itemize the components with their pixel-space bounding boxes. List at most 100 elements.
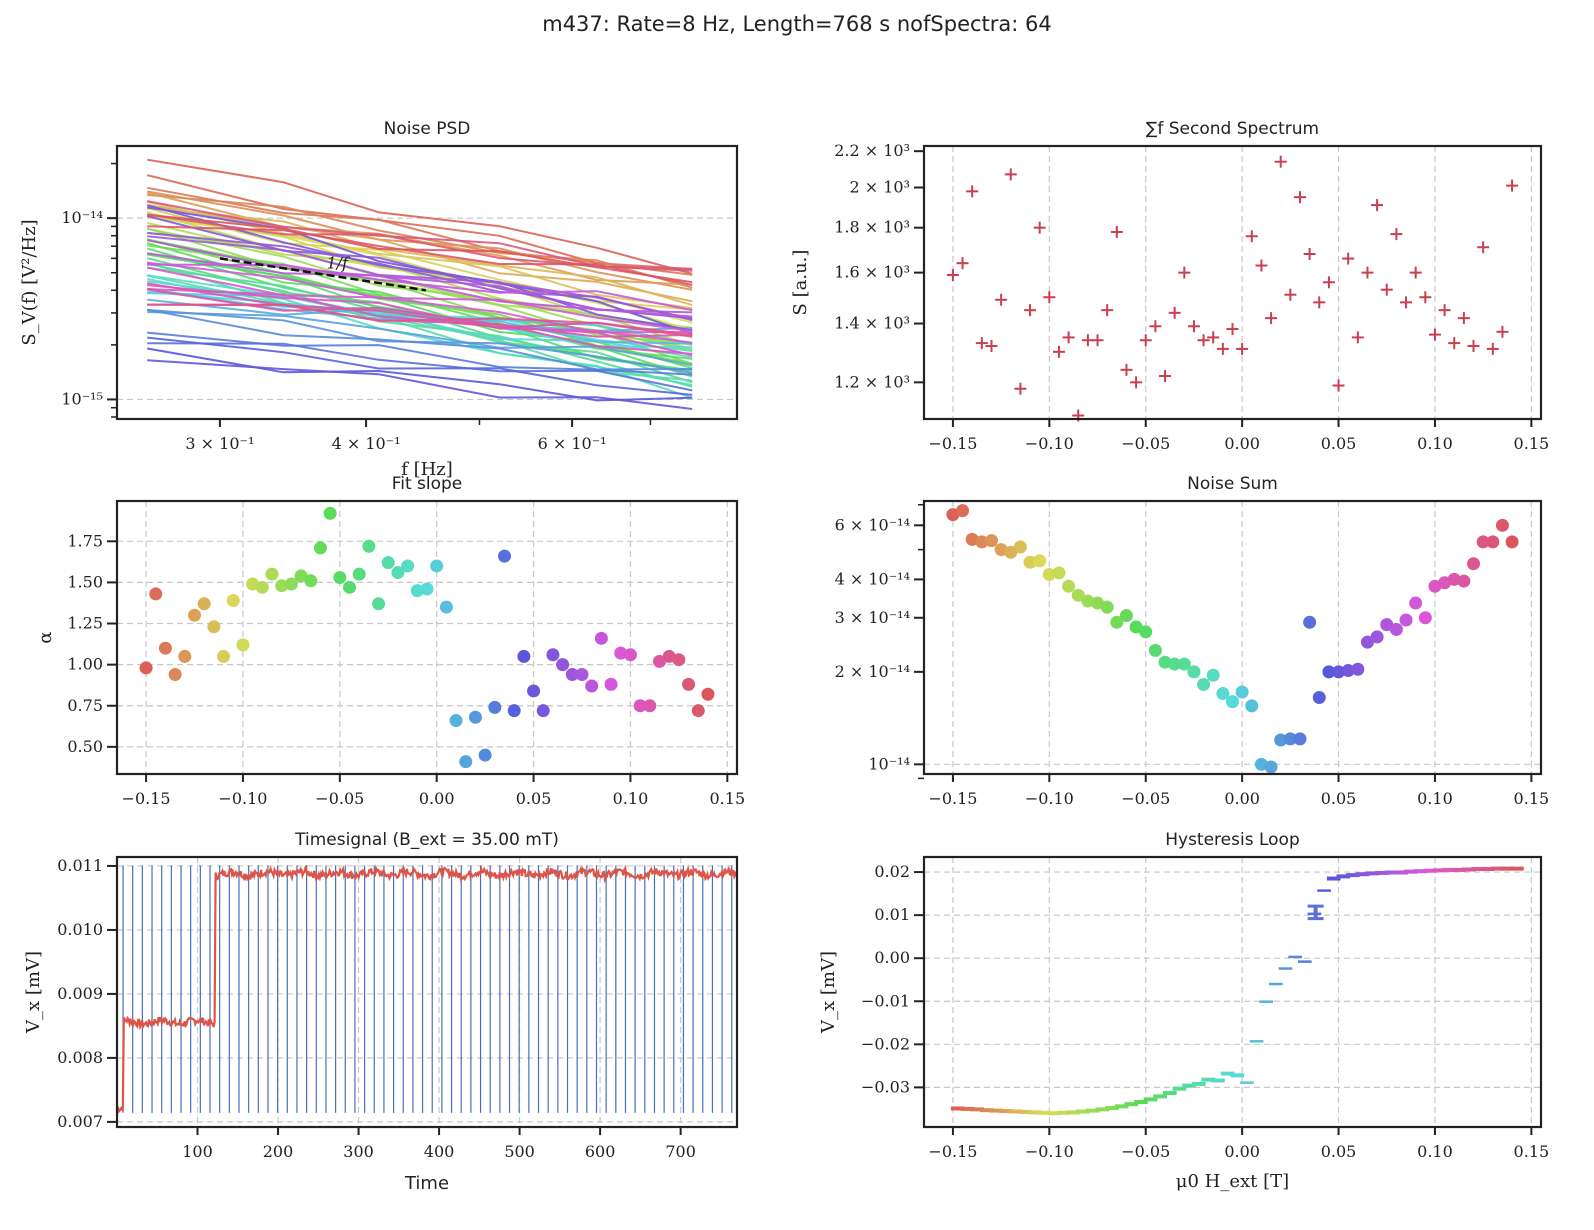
scatter-point (401, 559, 415, 573)
scatter-point (217, 649, 231, 663)
scatter-point (1235, 685, 1249, 699)
scatter-point (643, 699, 657, 713)
scatter-point (1486, 535, 1500, 549)
scatter-point (1100, 600, 1114, 614)
scatter-point (139, 661, 153, 675)
scatter-point (1332, 665, 1346, 679)
scatter-plus-marker (1033, 221, 1046, 234)
scatter-point (1042, 567, 1056, 581)
x-tick-label: 0.05 (1321, 789, 1357, 808)
psd-series-line (147, 206, 693, 307)
scatter-point (294, 569, 308, 583)
scatter-point (585, 679, 599, 693)
scatter-point (556, 658, 570, 672)
scatter-point (362, 539, 376, 553)
x-tick-label: −0.05 (315, 789, 364, 808)
scatter-point (449, 714, 463, 728)
x-tick-label: −0.15 (928, 434, 977, 453)
x-tick-label: 0.10 (613, 789, 649, 808)
scatter-point (1197, 677, 1211, 691)
x-tick-label: 0.00 (1224, 434, 1260, 453)
scatter-point (323, 506, 337, 520)
figure-suptitle: m437: Rate=8 Hz, Length=768 s nofSpectra… (542, 12, 1052, 36)
scatter-point (1264, 760, 1278, 774)
scatter-point (604, 677, 618, 691)
scatter-point (352, 567, 366, 581)
y-tick-label: 4 × 10⁻¹⁴ (835, 569, 910, 588)
scatter-point (1206, 668, 1220, 682)
psd-series-line (147, 252, 693, 318)
axes-title: ∑f Second Spectrum (1146, 119, 1319, 139)
psd-series-line (147, 235, 693, 320)
scatter-point (391, 566, 405, 580)
scatter-point (565, 668, 579, 682)
noise-psd-axes: Noise PSD 3 × 10⁻¹ 4 × 10⁻¹ 6 × 10⁻¹ 10⁻¹⁴ 10… (19, 119, 739, 480)
scatter-plus-marker (1159, 370, 1172, 383)
scatter-plus-marker (1361, 266, 1374, 279)
scatter-point (372, 597, 386, 611)
scatter-point (304, 574, 318, 588)
x-tick-label: −0.05 (1121, 434, 1170, 453)
axes-frame (922, 499, 1543, 776)
scatter-plus-marker (1322, 276, 1335, 289)
hysteresis-axes: Hysteresis Loop −0.15 −0.10 −0.05 0.00 0.05 0.… (818, 830, 1549, 1192)
scatter-plus-marker (1303, 248, 1316, 261)
scatter-point (1322, 665, 1336, 679)
y-tick-label: 10⁻¹⁴ (868, 754, 910, 773)
scatter-point (653, 654, 666, 668)
y-tick-label: 2 × 10⁻¹⁴ (835, 662, 910, 681)
scatter-plus-marker (1091, 334, 1104, 347)
scatter-plus-marker (1004, 168, 1017, 181)
one-over-f-annotation: 1/f (326, 254, 351, 273)
scatter-plus-marker (1149, 320, 1162, 333)
x-tick-label: 400 (424, 1142, 455, 1161)
scatter-plus-marker (1130, 376, 1143, 389)
y-tick-label: −0.01 (861, 991, 910, 1010)
axes-title: Timesignal (B_ext = 35.00 mT) (294, 830, 559, 850)
scatter-point (594, 631, 608, 645)
scatter-point (149, 587, 163, 601)
y-tick-label: 1.00 (67, 655, 103, 674)
x-tick-label: −0.10 (218, 789, 267, 808)
scatter-plus-marker (1110, 225, 1123, 238)
scatter-point (1013, 540, 1027, 554)
scatter-point (459, 755, 473, 769)
y-tick-label: 0.007 (57, 1112, 103, 1131)
x-tick-label: 500 (504, 1142, 535, 1161)
scatter-plus-marker (1024, 304, 1037, 317)
psd-series-line (147, 342, 693, 392)
y-tick-label: 1.2 × 10³ (834, 372, 910, 391)
x-tick-label: 0.05 (1321, 1142, 1357, 1161)
scatter-point (517, 649, 531, 663)
scatter-plus-marker (1486, 342, 1499, 355)
y-tick-label: 0.008 (57, 1048, 103, 1067)
scatter-point (207, 620, 221, 634)
scatter-point (410, 584, 424, 598)
y-tick-label: 2.2 × 10³ (834, 141, 910, 160)
scatter-point (1158, 655, 1172, 669)
scatter-plus-marker (1448, 337, 1461, 350)
scatter-point (1360, 635, 1374, 649)
scatter-plus-marker (1371, 199, 1384, 212)
x-tick-label: −0.15 (928, 1142, 977, 1161)
psd-series-line (147, 303, 693, 338)
y-tick-label: −0.03 (861, 1077, 910, 1096)
scatter-point (1081, 594, 1095, 608)
y-axis-label: V_x [mV] (23, 951, 44, 1034)
scatter-plus-marker (1274, 155, 1287, 168)
psd-series-line (147, 308, 693, 371)
scatter-point (614, 646, 628, 660)
scatter-plus-marker (1428, 328, 1441, 341)
scatter-point (226, 593, 240, 607)
timesignal-axes: Timesignal (B_ext = 35.00 mT) 100 200 300 40… (23, 830, 739, 1194)
scatter-plus-marker (1178, 266, 1191, 279)
x-tick-label: 300 (343, 1142, 374, 1161)
scatter-point (255, 580, 269, 594)
axes-title: Hysteresis Loop (1165, 830, 1300, 850)
x-tick-label: −0.05 (1121, 789, 1170, 808)
y-tick-label: 0.00 (874, 948, 910, 967)
scatter-point (1129, 620, 1143, 634)
scatter-point (343, 580, 356, 594)
scatter-point (1023, 555, 1037, 569)
scatter-point (381, 556, 395, 570)
